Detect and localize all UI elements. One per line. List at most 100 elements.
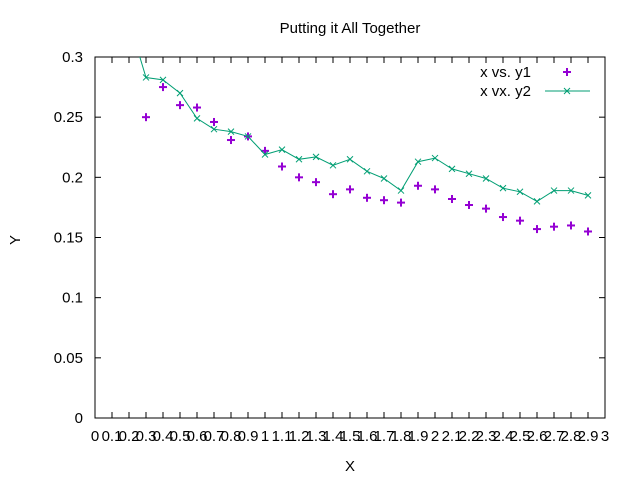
legend: x vs. y1 x vx. y2 [480,64,590,100]
data-point [533,225,541,234]
series-line [139,57,589,202]
data-point [278,162,286,171]
data-point [584,227,592,236]
data-point [482,175,490,182]
data-point [346,155,354,163]
data-point [142,113,150,122]
data-point [295,173,303,182]
x-tick-label: 0.4 [153,428,174,445]
data-point [176,101,184,110]
data-point [448,165,456,173]
y-axis-label: Y [7,235,24,245]
y-tick-label: 0.3 [62,49,83,66]
data-point [295,155,303,163]
x-tick-label: 2.6 [527,428,548,445]
data-point [550,222,558,231]
x-tick-label: 2.2 [459,428,480,445]
x-tick-label: 3 [601,428,609,445]
x-axis: 0 0.10.20.30.40.50.60.70.80.9 1 1.11.21.31.… [91,57,609,445]
data-point [210,117,218,126]
x-tick-label: 0.8 [221,428,242,445]
data-point [448,194,456,203]
x-axis-label: X [345,458,355,475]
data-point [567,221,575,230]
data-point [363,193,371,202]
x-tick-label: 2.7 [544,428,565,445]
data-point [482,204,490,213]
x-tick-label: 2.3 [476,428,497,445]
data-point [380,196,388,205]
data-point [363,167,371,175]
legend-label: x vx. y2 [480,83,531,100]
legend-item: x vs. y1 [480,64,571,81]
x-tick-label: 2.8 [561,428,582,445]
series-layer [126,18,592,236]
x-tick-label: 2.1 [442,428,463,445]
data-point [142,74,150,81]
data-point [431,154,439,162]
data-point [329,190,337,199]
x-tick-label: 1.1 [272,428,293,445]
data-point [584,192,592,199]
legend-item: x vx. y2 [480,83,590,100]
y-tick-label: 0.15 [54,230,83,247]
series-1 [142,83,592,236]
chart-title: Putting it All Together [280,20,421,37]
x-tick-label: 1.3 [306,428,327,445]
x-tick-label: 2.9 [578,428,599,445]
x-tick-label: 1.5 [340,428,361,445]
data-point [312,153,320,161]
y-tick-label: 0.25 [54,109,83,126]
data-point [261,146,269,155]
x-tick-label: 2.5 [510,428,531,445]
data-point [397,187,405,194]
data-point [193,115,201,122]
data-point [227,128,235,135]
legend-marker [563,68,571,76]
x-tick-label: 0.7 [204,428,225,445]
data-point [227,136,235,145]
data-point [533,198,541,205]
data-point [414,158,422,166]
y-tick-label: 0.05 [54,350,83,367]
series-2 [126,18,592,205]
data-point [499,213,507,222]
legend-marker [563,87,571,95]
x-tick-label: 1.8 [391,428,412,445]
data-point [159,76,167,84]
data-point [397,198,405,207]
x-tick-label: 0.5 [170,428,191,445]
y-tick-label: 0.2 [62,169,83,186]
data-point [465,170,473,178]
data-point [431,185,439,194]
data-point [414,181,422,190]
x-tick-label: 0.6 [187,428,208,445]
y-tick-label: 0.1 [62,290,83,307]
data-point [193,103,201,112]
y-tick-label: 0 [75,410,83,427]
data-point [126,18,132,24]
x-tick-label: 2.4 [493,428,514,445]
x-tick-label: 0.9 [238,428,259,445]
data-point [499,184,507,192]
data-point [465,201,473,210]
data-point [312,178,320,187]
x-tick-label: 0 [91,428,99,445]
data-point [329,161,337,169]
x-tick-label: 0.3 [136,428,157,445]
data-point [261,151,269,158]
data-point [346,185,354,194]
legend-label: x vs. y1 [480,64,531,81]
x-tick-label: 1.7 [374,428,395,445]
data-point [380,175,388,182]
plot-frame [94,56,606,419]
y-axis: 0 0.05 0.1 0.15 0.2 0.25 0.3 [54,49,605,427]
data-point [210,125,218,133]
x-tick-label: 1 [261,428,269,445]
x-tick-label: 0.2 [119,428,140,445]
x-tick-label: 1.6 [357,428,378,445]
x-tick-label: 1.4 [323,428,344,445]
data-point [516,216,524,225]
data-point [244,133,252,140]
